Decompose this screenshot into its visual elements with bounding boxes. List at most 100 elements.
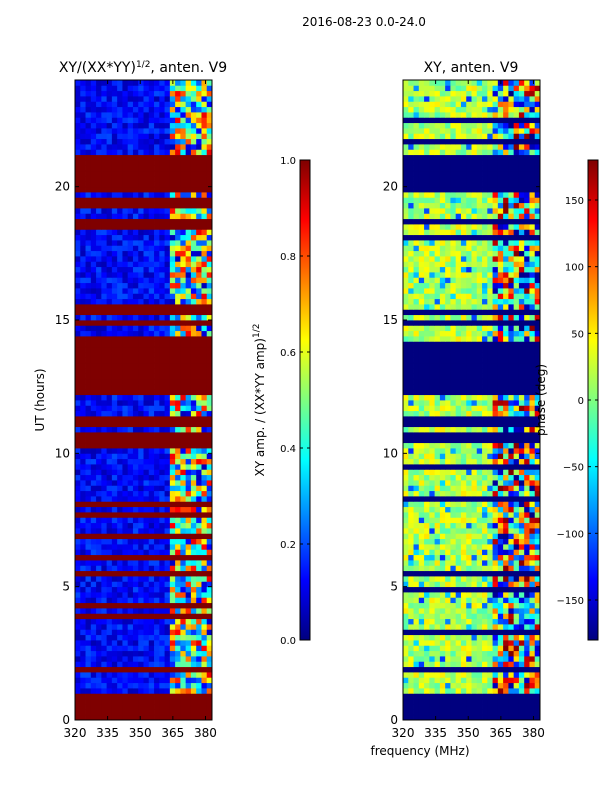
heat-cell: [534, 624, 540, 630]
heat-cell: [460, 485, 467, 492]
heat-cell: [524, 693, 530, 700]
heat-cell: [127, 330, 134, 337]
heat-cell: [497, 618, 504, 625]
heat-cell: [201, 624, 208, 630]
heat-cell: [529, 512, 536, 518]
heat-cell: [96, 250, 102, 257]
heat-cell: [132, 314, 139, 321]
heat-cell: [424, 666, 430, 673]
heat-cell: [90, 117, 97, 124]
heat-cell: [206, 512, 212, 518]
heat-cell: [534, 421, 540, 428]
heat-cell: [201, 490, 208, 497]
heat-cell: [180, 346, 187, 353]
heat-cell: [413, 357, 420, 364]
heat-cell: [206, 474, 212, 481]
heat-cell: [96, 154, 102, 161]
heat-cell: [96, 624, 102, 630]
heat-cell: [403, 405, 409, 412]
heat-cell: [106, 90, 113, 97]
heat-cell: [85, 325, 92, 332]
heat-cell: [127, 192, 134, 198]
heat-cell: [518, 544, 525, 550]
heat-cell: [175, 624, 181, 630]
heat-cell: [175, 357, 181, 364]
heat-cell: [450, 554, 457, 561]
heat-cell: [513, 389, 520, 396]
heat-cell: [90, 432, 97, 438]
heat-cell: [96, 442, 102, 449]
heat-cell: [180, 154, 187, 161]
heat-cell: [434, 368, 441, 374]
heat-cell: [127, 133, 134, 140]
heat-cell: [96, 160, 102, 166]
heat-cell: [80, 474, 86, 481]
heat-cell: [169, 501, 176, 508]
heat-cell: [455, 677, 462, 684]
heat-cell: [111, 154, 118, 161]
heat-cell: [101, 410, 108, 417]
heat-cell: [127, 432, 134, 438]
heat-cell: [132, 709, 139, 716]
heat-cell: [196, 544, 202, 550]
heat-cell: [154, 389, 160, 396]
heat-cell: [90, 421, 97, 428]
heat-cell: [413, 656, 420, 662]
heat-cell: [175, 554, 181, 561]
heat-cell: [206, 197, 212, 204]
heat-cell: [196, 176, 202, 182]
heat-cell: [138, 650, 144, 657]
heat-cell: [439, 629, 446, 636]
heat-cell: [96, 165, 102, 172]
heat-cell: [96, 576, 102, 582]
heat-cell: [148, 613, 155, 620]
heat-cell: [143, 293, 150, 300]
heat-cell: [143, 218, 150, 225]
heat-cell: [127, 624, 134, 630]
heat-cell: [190, 384, 197, 390]
heat-cell: [466, 602, 472, 609]
heat-cell: [524, 602, 530, 609]
heat-cell: [413, 549, 420, 556]
heat-cell: [424, 613, 430, 620]
heat-cell: [96, 314, 102, 321]
heat-cell: [508, 698, 515, 705]
heat-cell: [196, 208, 202, 214]
heat-cell: [164, 90, 171, 97]
heat-cell: [503, 384, 509, 390]
heat-cell: [96, 698, 102, 705]
heat-cell: [90, 464, 97, 470]
heat-cell: [434, 533, 441, 540]
heat-cell: [143, 213, 150, 220]
heat-cell: [148, 384, 155, 390]
heat-cell: [466, 432, 472, 438]
heat-cell: [529, 432, 536, 438]
heat-cell: [408, 346, 414, 353]
heat-cell: [106, 640, 113, 646]
heat-cell: [101, 613, 108, 620]
heat-cell: [90, 528, 97, 534]
heat-cell: [439, 538, 446, 545]
heat-cell: [487, 650, 493, 657]
heat-cell: [159, 469, 165, 476]
heat-cell: [424, 378, 430, 385]
heat-cell: [460, 661, 467, 668]
heat-cell: [455, 448, 462, 454]
heat-cell: [201, 112, 208, 118]
heat-cell: [408, 496, 414, 502]
heat-cell: [101, 336, 108, 342]
heat-cell: [403, 453, 409, 460]
heat-cell: [429, 442, 436, 449]
heat-cell: [169, 154, 176, 161]
heat-cell: [159, 181, 165, 188]
heat-cell: [460, 698, 467, 705]
heat-cell: [106, 629, 113, 636]
heat-cell: [154, 368, 160, 374]
heat-cell: [524, 645, 530, 652]
heat-cell: [138, 197, 144, 204]
heat-cell: [529, 565, 536, 572]
heat-cell: [185, 714, 192, 720]
heat-cell: [524, 586, 530, 593]
heat-cell: [132, 341, 139, 348]
heat-cell: [80, 400, 86, 406]
